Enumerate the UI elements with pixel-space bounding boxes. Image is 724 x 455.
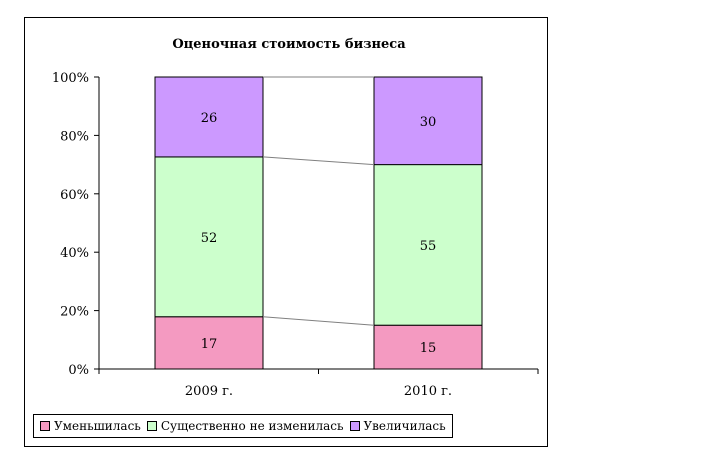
bar-2-series-2 bbox=[373, 164, 483, 326]
legend-item: Уменьшилась bbox=[40, 419, 141, 433]
x-tick-label: 2010 г. bbox=[404, 384, 452, 399]
bar-2-series-3 bbox=[373, 76, 483, 166]
chart-title: Оценочная стоимость бизнеса bbox=[172, 37, 406, 52]
series-line bbox=[262, 316, 375, 326]
data-label: 52 bbox=[201, 231, 218, 246]
series-line bbox=[262, 156, 375, 166]
y-tick-label: 40% bbox=[60, 246, 89, 261]
bar-1-series-1 bbox=[154, 316, 264, 370]
legend-swatch bbox=[40, 421, 50, 431]
data-label: 17 bbox=[201, 337, 218, 352]
y-tick-label: 100% bbox=[52, 71, 89, 86]
legend-label: Существенно не изменилась bbox=[160, 419, 344, 433]
y-tick-label: 20% bbox=[60, 305, 89, 320]
legend-item: Увеличилась bbox=[349, 419, 446, 433]
chart-legend: Уменьшилась Существенно не изменилась Увел… bbox=[33, 414, 453, 438]
bar-1-series-3 bbox=[154, 76, 264, 158]
legend-swatch bbox=[146, 421, 157, 431]
legend-swatch bbox=[349, 421, 360, 431]
data-label: 26 bbox=[201, 111, 218, 126]
y-tick-label: 60% bbox=[60, 188, 89, 203]
x-tick-label: 2009 г. bbox=[185, 384, 233, 399]
legend-label: Уменьшилась bbox=[54, 419, 141, 433]
data-label: 30 bbox=[420, 115, 437, 130]
data-label: 55 bbox=[420, 239, 437, 254]
y-tick-label: 0% bbox=[68, 363, 89, 378]
legend-label: Увеличилась bbox=[363, 419, 446, 433]
legend-item: Существенно не изменилась bbox=[146, 419, 344, 433]
data-label: 15 bbox=[420, 341, 437, 356]
y-tick-label: 80% bbox=[60, 129, 89, 144]
